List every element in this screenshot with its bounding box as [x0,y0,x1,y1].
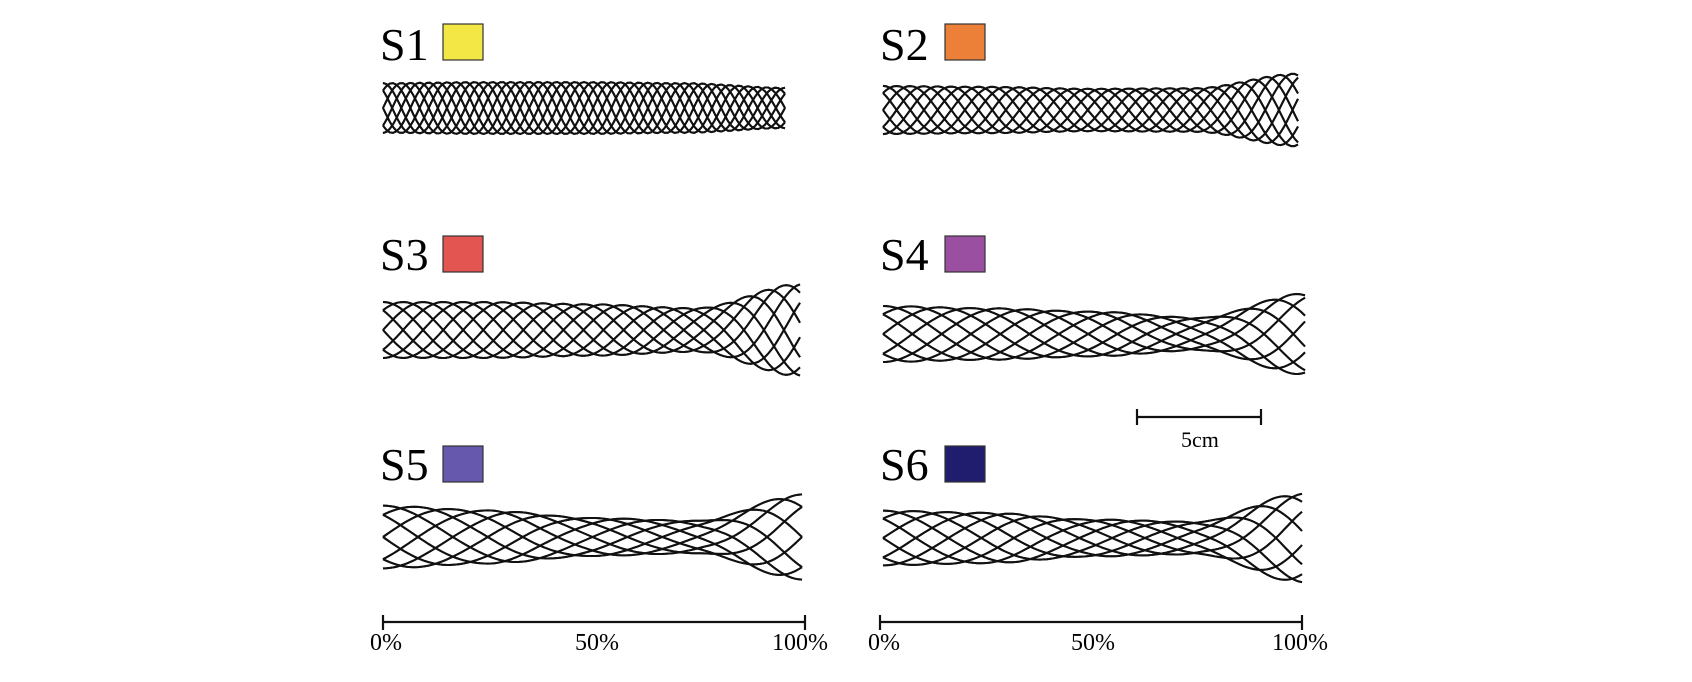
axis-left: 0% 50% 100% [370,615,828,656]
panel-label-s3: S3 [380,229,429,280]
axis-right-tick-label-50: 50% [1071,630,1115,656]
stent-wire-s3-11 [382,283,801,360]
stent-wire-s4-14 [882,305,1306,361]
stent-wire-s6-13 [882,517,1303,571]
stent-wire-s2-11 [882,73,1299,136]
panel-s1: S1 [380,19,786,136]
axis-left-tick-label-100: 100% [772,630,828,656]
panel-s2: S2 [880,19,1299,148]
strand-group-s6 [882,492,1303,584]
stent-wire-s5-12 [382,517,803,567]
panel-label-s1: S1 [380,19,429,70]
stent-wire-s6-12 [882,510,1303,565]
strand-group-s2 [882,72,1299,148]
stent-wire-s5-8 [382,507,803,557]
panel-s6: S6 [880,439,1303,584]
panel-s3: S3 [380,229,801,377]
stent-wire-s6-14 [882,509,1303,581]
stent-wire-s3-10 [382,284,801,359]
stent-wire-s2-13 [882,76,1299,142]
color-swatch-s5 [442,445,484,483]
stent-wire-s4-10 [882,307,1306,363]
panel-label-s4: S4 [880,229,929,280]
stent-wire-s2-8 [882,81,1299,148]
stent-wire-s5-13 [382,513,803,576]
stent-wire-s4-15 [882,305,1306,370]
stent-wire-s6-11 [882,492,1303,566]
stent-wire-s6-9 [882,505,1303,559]
panel-label-s5: S5 [380,439,429,490]
stent-wire-s2-14 [882,84,1299,145]
color-swatch-s4 [944,235,986,273]
stent-wire-s1-15 [382,81,786,135]
axis-right-tick-label-0: 0% [868,630,900,656]
color-swatch-s2 [944,23,986,61]
stent-wire-s3-15 [382,300,801,377]
color-swatch-s1 [442,23,484,61]
panel-label-s2: S2 [880,19,929,70]
axis-right-tick-label-100: 100% [1272,630,1328,656]
panel-s4: S4 [880,229,1306,376]
axis-right: 0% 50% 100% [868,615,1328,656]
stent-wire-s3-14 [382,301,801,376]
stent-wire-s4-12 [882,292,1306,362]
panel-s5: S5 [380,439,803,581]
strand-group-s1 [382,80,786,136]
color-swatch-s3 [442,235,484,273]
stent-wire-s6-8 [882,511,1303,566]
stent-wire-s6-10 [882,495,1303,567]
stent-wire-s5-14 [382,504,803,581]
panel-label-s6: S6 [880,439,929,490]
scale-bar-label: 5cm [1181,427,1219,452]
stent-wire-s4-11 [882,298,1306,363]
axis-left-tick-label-0: 0% [370,630,402,656]
stent-wire-s1-13 [382,80,786,136]
stent-wire-s1-12 [382,80,786,136]
color-swatch-s6 [944,445,986,483]
stent-wire-s5-15 [382,505,803,568]
stent-wire-s1-8 [382,80,786,136]
stent-wire-s2-15 [882,84,1299,147]
stent-wire-s2-9 [882,78,1299,144]
strand-group-s4 [882,292,1306,376]
stent-wire-s2-12 [882,72,1299,139]
strand-group-s5 [382,493,803,581]
stent-wire-s1-14 [382,81,786,135]
stent-wire-s2-10 [882,75,1299,136]
strand-group-s3 [382,283,801,377]
stent-wire-s6-15 [882,510,1303,584]
scale-bar: 5cm [1135,409,1263,452]
axis-left-tick-label-50: 50% [575,630,619,656]
